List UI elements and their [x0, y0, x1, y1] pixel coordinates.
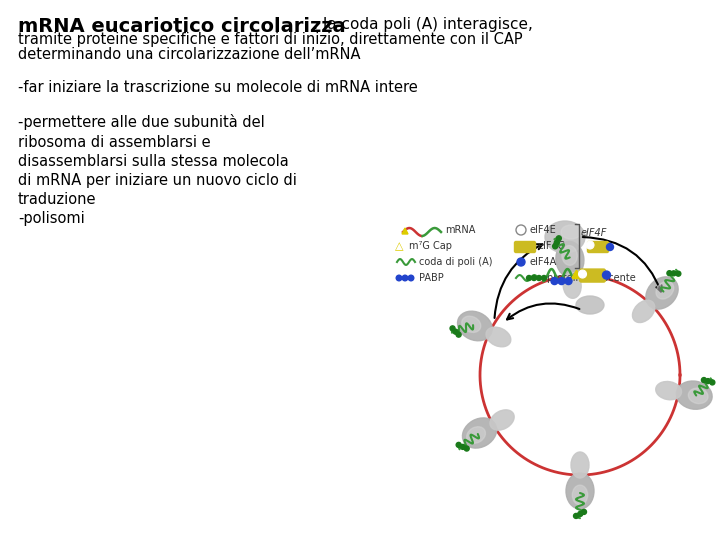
Circle shape — [701, 377, 706, 382]
Text: determinando una circolarizzazione dell’mRNA: determinando una circolarizzazione dell’… — [18, 47, 361, 62]
Ellipse shape — [462, 418, 497, 448]
Text: -far iniziare la trascrizione su molecole di mRNA intere: -far iniziare la trascrizione su molecol… — [18, 80, 418, 95]
Text: : la coda poli (A) interagisce,: : la coda poli (A) interagisce, — [313, 17, 533, 32]
Circle shape — [554, 240, 559, 245]
Circle shape — [536, 275, 541, 280]
Ellipse shape — [545, 221, 585, 253]
Ellipse shape — [632, 300, 654, 322]
Circle shape — [676, 271, 681, 276]
Text: tramite proteine specifiche e fattori di inizio, direttamente con il CAP: tramite proteine specifiche e fattori di… — [18, 32, 523, 47]
Circle shape — [402, 275, 408, 281]
Text: m⁷G Cap: m⁷G Cap — [409, 241, 452, 251]
Ellipse shape — [646, 277, 678, 309]
Ellipse shape — [572, 485, 588, 505]
Text: coda di poli (A): coda di poli (A) — [419, 257, 492, 267]
Ellipse shape — [462, 316, 481, 333]
Text: -permettere alle due subunità del
ribosoma di assemblarsi e
disassemblarsi sulla: -permettere alle due subunità del riboso… — [18, 114, 297, 226]
Circle shape — [578, 270, 587, 278]
Ellipse shape — [486, 327, 510, 347]
Circle shape — [558, 278, 565, 285]
Circle shape — [551, 278, 558, 285]
Circle shape — [450, 326, 455, 331]
Circle shape — [586, 241, 594, 249]
Ellipse shape — [490, 410, 514, 430]
Text: mRNA eucariotico circolarizza: mRNA eucariotico circolarizza — [18, 17, 346, 36]
Text: eIF4A: eIF4A — [529, 257, 557, 267]
Ellipse shape — [562, 246, 577, 265]
Circle shape — [531, 275, 536, 280]
Ellipse shape — [561, 225, 581, 239]
Circle shape — [396, 275, 402, 281]
Circle shape — [456, 332, 461, 337]
Ellipse shape — [556, 241, 584, 278]
Ellipse shape — [571, 452, 589, 478]
Text: PABP: PABP — [419, 273, 444, 283]
Ellipse shape — [457, 311, 492, 341]
Circle shape — [453, 329, 458, 334]
Ellipse shape — [467, 427, 485, 443]
Text: eIF4E: eIF4E — [529, 225, 556, 235]
Circle shape — [517, 258, 525, 266]
Ellipse shape — [566, 473, 594, 509]
Circle shape — [574, 514, 579, 518]
FancyBboxPatch shape — [515, 241, 536, 253]
Ellipse shape — [676, 381, 712, 409]
Circle shape — [710, 380, 715, 385]
Ellipse shape — [563, 272, 581, 298]
Circle shape — [553, 244, 558, 249]
Ellipse shape — [688, 388, 708, 403]
Circle shape — [577, 511, 582, 516]
FancyBboxPatch shape — [580, 269, 606, 282]
Text: eIF4F: eIF4F — [581, 228, 608, 238]
Circle shape — [460, 444, 465, 449]
Circle shape — [606, 244, 613, 251]
Text: mRNA: mRNA — [445, 225, 475, 235]
Circle shape — [464, 446, 469, 451]
Ellipse shape — [576, 296, 604, 314]
Circle shape — [565, 278, 572, 285]
Circle shape — [408, 275, 414, 281]
Circle shape — [557, 236, 562, 241]
Circle shape — [526, 275, 531, 280]
Circle shape — [667, 271, 672, 276]
Circle shape — [456, 442, 462, 447]
Text: △: △ — [395, 241, 403, 251]
Circle shape — [603, 271, 611, 279]
Circle shape — [671, 271, 676, 276]
Circle shape — [582, 509, 587, 515]
Polygon shape — [572, 270, 582, 279]
Text: eIF4G: eIF4G — [537, 241, 565, 251]
Circle shape — [541, 275, 546, 280]
FancyBboxPatch shape — [588, 241, 608, 253]
Ellipse shape — [656, 381, 682, 400]
Text: proteina nascente: proteina nascente — [547, 273, 636, 283]
Polygon shape — [402, 228, 408, 234]
Circle shape — [706, 379, 711, 383]
Ellipse shape — [656, 281, 674, 299]
